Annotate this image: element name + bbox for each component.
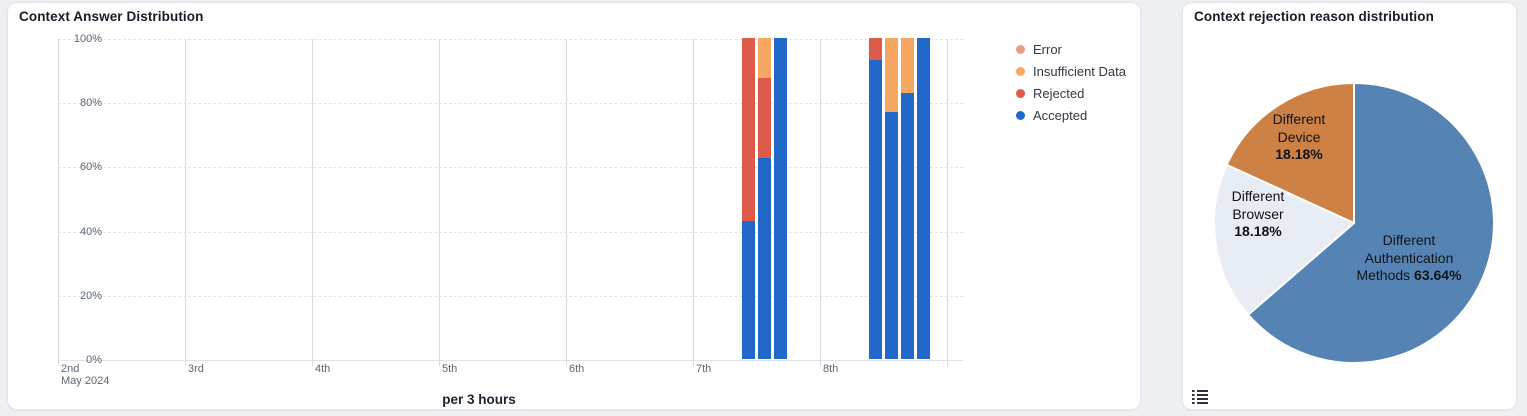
y-axis-tick-label: 80% — [79, 97, 102, 110]
x-axis-title: per 3 hours — [442, 392, 516, 407]
panel-title-rejection-reason: Context rejection reason distribution — [1194, 9, 1434, 24]
bar-segment-accepted[interactable] — [773, 38, 787, 359]
legend-label: Accepted — [1033, 107, 1088, 123]
stacked-bar-May-8-15:00[interactable] — [900, 38, 914, 359]
x-axis-tick-label: 7th — [696, 363, 712, 375]
stacked-bar-May-8-18:00[interactable] — [916, 38, 930, 359]
bar-segment-insufficient_data[interactable] — [758, 38, 771, 79]
x-axis-tick-label: 6th — [569, 363, 585, 375]
x-gridline — [185, 39, 186, 366]
x-gridline — [566, 39, 567, 366]
y-gridline — [58, 103, 963, 105]
pie-chart[interactable] — [1209, 78, 1499, 368]
stacked-bar-May-7-12:00[interactable] — [758, 38, 771, 359]
panel-title-answer-distribution: Context Answer Distribution — [19, 9, 204, 24]
x-gridline — [58, 39, 59, 366]
bar-segment-accepted[interactable] — [916, 38, 930, 359]
x-axis-tick-label: 4th — [315, 363, 331, 375]
bar-segment-accepted[interactable] — [742, 220, 756, 359]
y-gridline — [58, 167, 963, 169]
y-gridline — [58, 295, 963, 297]
legend-label: Error — [1033, 41, 1062, 57]
x-gridline — [947, 39, 948, 366]
x-axis-month-label: May 2024 — [61, 375, 110, 387]
rejection-reason-panel: Context rejection reason distribution Di… — [1182, 2, 1517, 410]
legend-item-rejected[interactable]: Rejected — [1016, 85, 1126, 101]
pie-slice-different-authentication-methods[interactable] — [1247, 82, 1495, 364]
y-axis-tick-label: 40% — [79, 225, 102, 238]
legend-item-accepted[interactable]: Accepted — [1016, 107, 1126, 123]
stacked-bar-May-7-15:00[interactable] — [773, 38, 787, 359]
bar-segment-accepted[interactable] — [869, 60, 883, 359]
legend-label: Insufficient Data — [1033, 63, 1126, 79]
y-gridline — [58, 231, 963, 233]
stacked-bar-May-8-12:00[interactable] — [885, 38, 898, 359]
x-gridline — [312, 39, 313, 366]
legend-dot-insufficient_data — [1016, 66, 1025, 76]
x-gridline — [439, 39, 440, 366]
x-axis-tick-label: 8th — [823, 363, 839, 375]
bar-segment-accepted[interactable] — [900, 92, 914, 359]
y-axis-tick-label: 20% — [79, 289, 102, 302]
bar-segment-rejected[interactable] — [742, 38, 756, 221]
legend-item-insufficient_data[interactable]: Insufficient Data — [1016, 63, 1126, 79]
bar-segment-accepted[interactable] — [758, 158, 771, 359]
y-axis-tick-label: 100% — [73, 33, 102, 45]
legend-dot-accepted — [1016, 110, 1025, 120]
y-axis-tick-label: 60% — [79, 161, 102, 174]
answer-distribution-panel: Context Answer Distribution 0% 20% 40% 60% 8… — [7, 2, 1141, 410]
y-axis-tick-label: 0% — [86, 354, 102, 366]
legend-item-error[interactable]: Error — [1016, 41, 1126, 57]
stacked-bar-May-8-09:00[interactable] — [869, 38, 883, 359]
x-axis-tick-label: 3rd — [188, 363, 204, 375]
bar-segment-accepted[interactable] — [885, 111, 898, 359]
legend-toggle-list-icon[interactable] — [1192, 390, 1208, 404]
x-axis-tick-label: 2nd May 2024 — [61, 363, 110, 387]
x-gridline — [820, 39, 821, 366]
pie-slice-different-device[interactable] — [1225, 82, 1355, 224]
pie-slice-different-browser[interactable] — [1213, 163, 1355, 316]
bar-chart-plot-area: 0% 20% 40% 60% 80% 100% 2nd May 2024 3rd 4th 5th 6t… — [58, 33, 963, 387]
chart-legend: Error Insufficient Data Rejected Accepted — [1016, 41, 1126, 129]
pie-label-different-device: Different Device 18.18% — [1272, 111, 1326, 162]
pie-label-different-browser: Different Browser 18.18% — [1231, 188, 1285, 239]
pie-label-different-authentication-methods: Different Authentication Methods 63.64% — [1356, 232, 1462, 283]
y-gridline — [58, 360, 963, 361]
bar-segment-insufficient_data[interactable] — [900, 38, 914, 93]
legend-label: Rejected — [1033, 85, 1085, 101]
x-gridline — [693, 39, 694, 366]
bar-segment-rejected[interactable] — [758, 78, 771, 159]
bar-segment-insufficient_data[interactable] — [885, 38, 898, 112]
bar-segment-rejected[interactable] — [869, 38, 883, 61]
legend-dot-error — [1016, 44, 1025, 54]
x-axis-tick-label: 5th — [442, 363, 458, 375]
legend-dot-rejected — [1016, 88, 1025, 98]
stacked-bar-May-7-09:00[interactable] — [742, 38, 756, 359]
y-gridline — [58, 39, 963, 40]
